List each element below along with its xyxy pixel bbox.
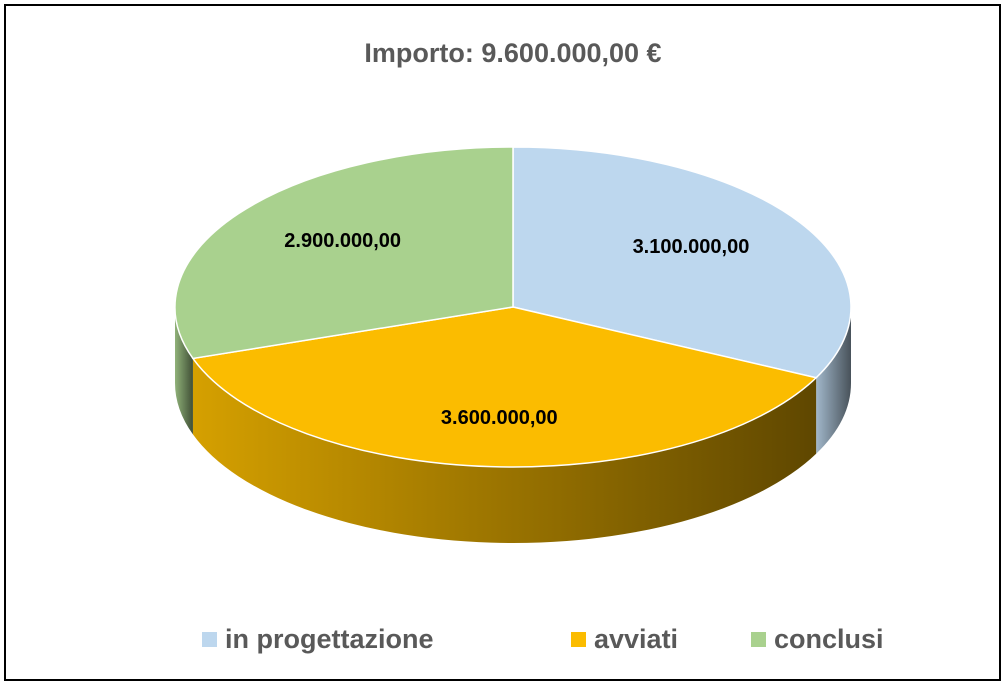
data-label: 2.900.000,00	[284, 230, 401, 252]
data-label: 3.600.000,00	[441, 407, 558, 429]
slice-side	[192, 358, 817, 544]
slice	[512, 146, 852, 379]
legend-swatch	[571, 632, 586, 647]
legend-swatch	[202, 632, 217, 647]
legend-label: conclusi	[774, 624, 884, 654]
legend-label: in progettazione	[225, 624, 434, 654]
slice	[191, 306, 818, 468]
data-label: 3.100.000,00	[633, 236, 750, 258]
slice-side	[175, 307, 193, 435]
legend-swatch	[751, 632, 766, 647]
slice	[174, 146, 514, 360]
chart-title: Importo: 9.600.000,00 €	[364, 38, 661, 68]
legend-label: avviati	[594, 624, 678, 654]
